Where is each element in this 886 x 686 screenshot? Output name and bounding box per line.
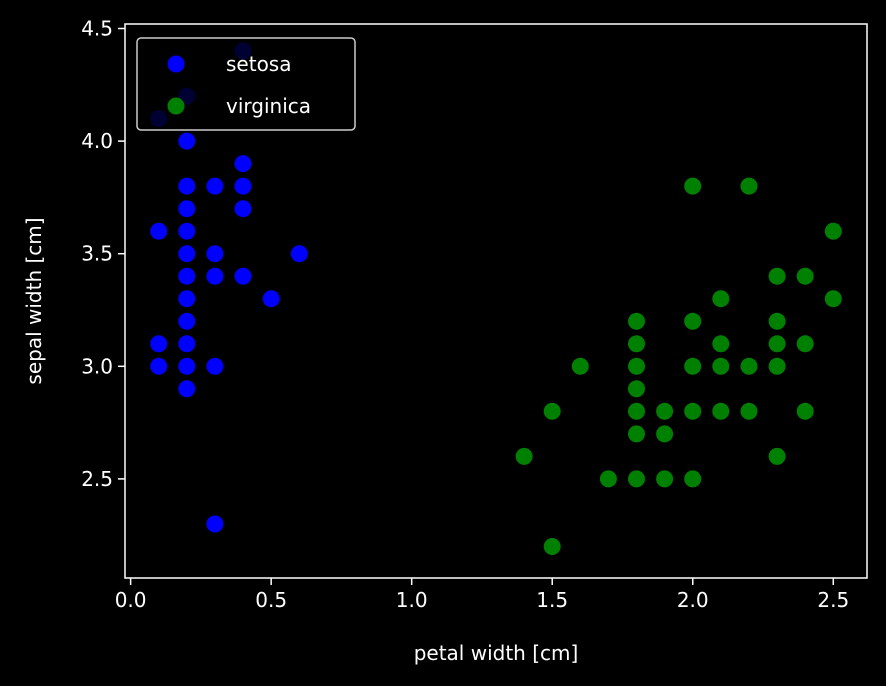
point-setosa-14 bbox=[290, 245, 308, 263]
point-setosa-24 bbox=[178, 357, 196, 375]
point-virginica-15 bbox=[628, 357, 645, 375]
point-virginica-16 bbox=[684, 357, 702, 375]
point-virginica-12 bbox=[768, 335, 786, 353]
point-setosa-27 bbox=[206, 515, 224, 533]
point-virginica-34 bbox=[656, 470, 674, 488]
point-virginica-1 bbox=[740, 177, 758, 195]
x-tick-label-4: 2.0 bbox=[677, 588, 709, 612]
point-virginica-10 bbox=[628, 335, 645, 353]
y-tick-label-1: 3.0 bbox=[81, 354, 113, 378]
point-virginica-7 bbox=[628, 312, 645, 330]
point-virginica-35 bbox=[684, 470, 702, 488]
point-virginica-31 bbox=[768, 447, 786, 465]
point-virginica-18 bbox=[740, 357, 758, 375]
point-virginica-3 bbox=[768, 267, 786, 285]
point-virginica-9 bbox=[768, 312, 786, 330]
point-virginica-11 bbox=[712, 335, 730, 353]
point-setosa-23 bbox=[150, 357, 168, 375]
x-tick-label-3: 1.5 bbox=[536, 588, 568, 612]
y-tick-label-3: 4.0 bbox=[81, 129, 113, 153]
points-layer bbox=[150, 42, 842, 555]
ticks-layer: 0.0 0.5 1.0 1.5 2.0 2.5 2.5 3.0 3.5 4.0 4.5 bbox=[81, 17, 849, 612]
point-setosa-10 bbox=[150, 222, 168, 240]
x-tick-label-2: 1.0 bbox=[396, 588, 428, 612]
point-setosa-4 bbox=[234, 155, 252, 173]
point-setosa-18 bbox=[178, 290, 196, 308]
legend-label-setosa: setosa bbox=[226, 52, 291, 76]
point-virginica-27 bbox=[796, 402, 814, 420]
point-virginica-24 bbox=[684, 402, 702, 420]
point-setosa-21 bbox=[150, 335, 168, 353]
point-virginica-30 bbox=[515, 447, 533, 465]
point-setosa-6 bbox=[206, 177, 224, 195]
legend-box bbox=[136, 37, 356, 131]
point-virginica-4 bbox=[796, 267, 814, 285]
point-setosa-26 bbox=[178, 380, 196, 398]
point-virginica-28 bbox=[628, 425, 645, 443]
point-setosa-3 bbox=[178, 132, 196, 150]
point-virginica-26 bbox=[740, 402, 758, 420]
point-setosa-9 bbox=[234, 200, 252, 218]
x-tick-label-0: 0.0 bbox=[115, 588, 147, 612]
legend-marker-virginica bbox=[167, 97, 185, 115]
point-virginica-0 bbox=[684, 177, 702, 195]
point-virginica-20 bbox=[628, 380, 645, 398]
point-setosa-15 bbox=[178, 267, 196, 285]
point-virginica-36 bbox=[543, 538, 561, 555]
point-setosa-25 bbox=[206, 357, 224, 375]
y-tick-label-4: 4.5 bbox=[81, 17, 113, 41]
point-setosa-20 bbox=[178, 312, 196, 330]
x-tick-label-5: 2.5 bbox=[817, 588, 849, 612]
legend-marker-setosa bbox=[167, 55, 185, 73]
legend: setosa virginica bbox=[136, 37, 356, 131]
point-virginica-33 bbox=[628, 470, 645, 488]
point-setosa-7 bbox=[234, 177, 252, 195]
point-virginica-19 bbox=[768, 357, 786, 375]
plot-frame bbox=[124, 23, 868, 579]
point-setosa-11 bbox=[178, 222, 196, 240]
point-virginica-2 bbox=[824, 222, 842, 240]
point-virginica-32 bbox=[599, 470, 617, 488]
point-virginica-22 bbox=[628, 402, 645, 420]
point-setosa-22 bbox=[178, 335, 196, 353]
y-tick-label-2: 3.5 bbox=[81, 242, 113, 266]
point-virginica-29 bbox=[656, 425, 674, 443]
point-virginica-14 bbox=[571, 357, 589, 375]
point-virginica-8 bbox=[684, 312, 702, 330]
point-setosa-8 bbox=[178, 200, 196, 218]
point-virginica-23 bbox=[656, 402, 674, 420]
point-setosa-5 bbox=[178, 177, 196, 195]
point-setosa-16 bbox=[206, 267, 224, 285]
point-virginica-21 bbox=[543, 402, 561, 420]
y-tick-label-0: 2.5 bbox=[81, 467, 113, 491]
y-axis-label: sepal width [cm] bbox=[22, 217, 46, 384]
point-virginica-13 bbox=[796, 335, 814, 353]
point-virginica-25 bbox=[712, 402, 730, 420]
point-virginica-5 bbox=[712, 290, 730, 308]
point-setosa-17 bbox=[234, 267, 252, 285]
point-setosa-19 bbox=[262, 290, 280, 308]
point-setosa-12 bbox=[178, 245, 196, 263]
point-virginica-6 bbox=[824, 290, 842, 308]
x-tick-label-1: 0.5 bbox=[255, 588, 287, 612]
point-virginica-17 bbox=[712, 357, 730, 375]
point-setosa-13 bbox=[206, 245, 224, 263]
x-axis-label: petal width [cm] bbox=[414, 641, 579, 665]
legend-label-virginica: virginica bbox=[226, 94, 311, 118]
